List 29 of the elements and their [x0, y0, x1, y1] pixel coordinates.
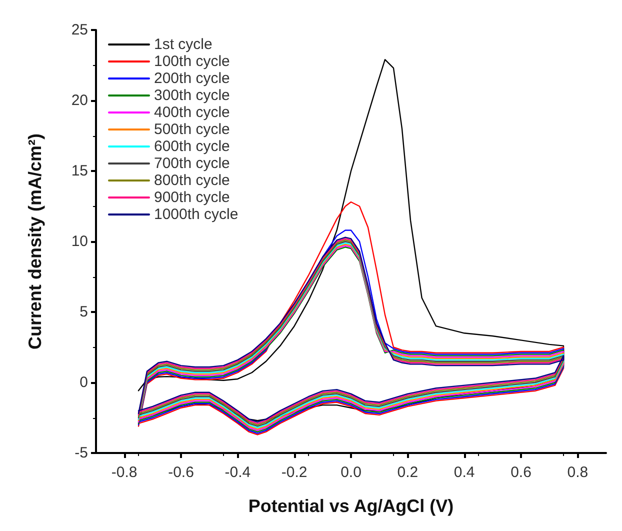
y-tick-label: 0	[80, 374, 88, 391]
legend-label: 500th cycle	[154, 121, 230, 138]
x-tick-label: 0.2	[397, 464, 418, 481]
legend-label: 1000th cycle	[154, 206, 238, 223]
y-tick-label: 10	[71, 233, 88, 250]
x-axis-title: Potential vs Ag/AgCl (V)	[248, 496, 454, 516]
x-tick-label: -0.4	[224, 464, 251, 481]
y-tick-label: -5	[74, 444, 88, 462]
y-axis-title: Current density (mA/cm²)	[25, 133, 45, 350]
legend-label: 700th cycle	[154, 155, 230, 172]
legend-label: 600th cycle	[154, 138, 230, 155]
legend-label: 1st cycle	[154, 36, 212, 53]
legend-label: 100th cycle	[154, 53, 230, 70]
legend-label: 900th cycle	[154, 189, 230, 206]
y-tick-label: 25	[71, 22, 88, 38]
y-tick-label: 15	[71, 162, 88, 180]
legend-label: 200th cycle	[154, 70, 230, 87]
x-tick-label: 0.0	[340, 464, 362, 481]
legend-label: 400th cycle	[154, 104, 230, 121]
x-tick-label: -0.8	[111, 464, 138, 481]
legend-label: 300th cycle	[154, 87, 230, 104]
legend-label: 800th cycle	[154, 172, 230, 189]
x-tick-label: 0.4	[454, 464, 475, 481]
x-tick-label: -0.2	[281, 464, 308, 481]
x-tick-label: 0.6	[510, 464, 532, 481]
y-tick-label: 5	[80, 304, 88, 320]
y-tick-label: 20	[71, 92, 88, 109]
x-tick-label: 0.8	[567, 464, 588, 481]
x-tick-label: -0.6	[168, 464, 194, 481]
